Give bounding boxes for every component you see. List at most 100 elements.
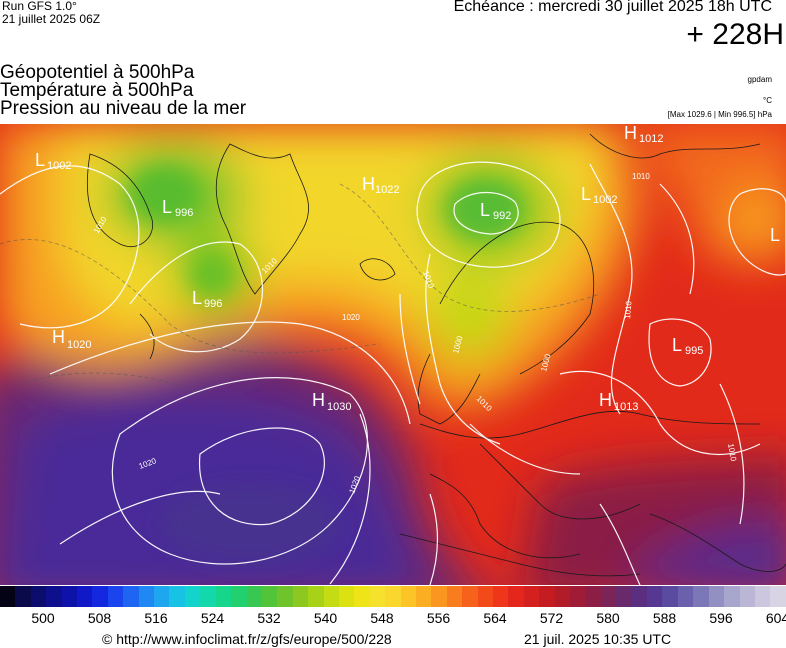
pressure-center-value: 992 bbox=[493, 210, 511, 222]
color-scale-ticks: 500 508 516 524 532 540 548 556 564 572 580 588 596 6… bbox=[0, 610, 786, 626]
color-scale-swatch bbox=[739, 586, 755, 607]
color-scale-swatch bbox=[693, 586, 709, 607]
color-scale-tick: 540 bbox=[313, 610, 338, 626]
color-scale-swatch bbox=[631, 586, 648, 607]
color-scale-swatch bbox=[677, 586, 694, 607]
color-scale-swatch bbox=[169, 586, 185, 607]
weather-map[interactable]: L 1002 L 996 L 996 H 1022 L 992 L 1002 H… bbox=[0, 124, 786, 585]
forecast-valid-time: Echéance : mercredi 30 juillet 2025 18h … bbox=[453, 0, 772, 15]
isobars bbox=[0, 161, 786, 585]
color-scale-tick: 500 bbox=[31, 610, 55, 626]
color-scale-swatch bbox=[123, 586, 139, 607]
pressure-center-value: 995 bbox=[685, 345, 703, 357]
color-scale-tick: 516 bbox=[144, 610, 168, 626]
color-scale-swatch bbox=[354, 586, 370, 607]
issued-time: 21 juil. 2025 10:35 UTC bbox=[524, 631, 672, 647]
pressure-center-value: 996 bbox=[175, 207, 193, 219]
isobar-label: 1010 bbox=[632, 172, 650, 181]
color-scale-swatch bbox=[724, 586, 740, 607]
run-date: 21 juillet 2025 06Z bbox=[2, 12, 101, 26]
color-scale-tick: 580 bbox=[596, 610, 620, 626]
pressure-center-value: 1020 bbox=[67, 339, 91, 351]
color-scale-swatch bbox=[30, 586, 47, 607]
color-scale-swatch bbox=[400, 586, 416, 607]
pressure-center-value: 1013 bbox=[614, 401, 638, 413]
color-scale-swatch bbox=[231, 586, 247, 607]
color-scale-swatch bbox=[477, 586, 493, 607]
color-scale-tick: 548 bbox=[370, 610, 394, 626]
color-scale-swatch bbox=[708, 586, 725, 607]
copyright-link[interactable]: © http://www.infoclimat.fr/z/gfs/europe/… bbox=[102, 631, 392, 647]
color-scale-swatch bbox=[308, 586, 324, 607]
color-scale-swatch bbox=[508, 586, 524, 607]
color-scale-swatch bbox=[77, 586, 93, 607]
unit-celsius: °C bbox=[763, 96, 772, 105]
color-scale-swatch bbox=[261, 586, 278, 607]
pressure-center-type: L bbox=[192, 288, 202, 308]
color-scale-swatch bbox=[431, 586, 447, 607]
color-scale-tick: 524 bbox=[200, 610, 225, 626]
color-scale-swatch bbox=[292, 586, 309, 607]
color-scale-swatch bbox=[600, 586, 617, 607]
isobar-label: 1010 bbox=[623, 300, 634, 319]
pressure-center-type: H bbox=[624, 124, 637, 143]
pressure-center-type: H bbox=[362, 174, 375, 194]
forecast-horizon: + 228H bbox=[686, 18, 784, 51]
title-geopotential: Géopotentiel à 500hPa bbox=[0, 62, 195, 83]
temperature-contours bbox=[0, 183, 601, 395]
pressure-center-type: H bbox=[599, 390, 612, 410]
pressure-center-type: L bbox=[35, 150, 45, 170]
color-scale-tick: 508 bbox=[87, 610, 112, 626]
pressure-max-min: [Max 1029.6 | Min 996.5] hPa bbox=[667, 110, 772, 119]
color-scale-swatch bbox=[107, 586, 124, 607]
pressure-center-labels: L 1002 L 996 L 996 H 1022 L 992 L 1002 H… bbox=[35, 124, 780, 413]
color-scale-swatch bbox=[323, 586, 339, 607]
color-scale-tick: 532 bbox=[257, 610, 281, 626]
color-scale-tick: 556 bbox=[426, 610, 451, 626]
color-scale-bar bbox=[0, 586, 786, 607]
color-scale-swatch bbox=[462, 586, 478, 607]
title-pressure: Pression au niveau de la mer bbox=[0, 98, 247, 119]
color-scale-swatch bbox=[215, 586, 232, 607]
color-scale-swatch bbox=[385, 586, 401, 607]
pressure-center-type: L bbox=[480, 200, 490, 220]
pressure-center-type: L bbox=[672, 335, 682, 355]
color-scale-swatch bbox=[754, 586, 771, 607]
pressure-center-value: 996 bbox=[204, 298, 222, 310]
coastlines bbox=[86, 133, 786, 577]
color-scale-swatch bbox=[493, 586, 509, 607]
color-scale-swatch bbox=[662, 586, 678, 607]
pressure-center-value: 1002 bbox=[593, 194, 617, 206]
color-scale-swatch bbox=[338, 586, 355, 607]
color-scale-swatch bbox=[369, 586, 386, 607]
unit-gpdam: gpdam bbox=[747, 75, 772, 84]
title-temperature: Température à 500hPa bbox=[0, 80, 194, 101]
color-scale-swatch bbox=[523, 586, 540, 607]
color-scale-tick: 604 bbox=[765, 610, 786, 626]
color-scale-swatch bbox=[277, 586, 293, 607]
color-scale-swatch bbox=[246, 586, 262, 607]
run-model: Run GFS 1.0° bbox=[2, 0, 77, 13]
color-scale-swatch bbox=[616, 586, 632, 607]
color-scale-swatch bbox=[200, 586, 216, 607]
color-scale-swatch bbox=[184, 586, 201, 607]
pressure-center-value: 1030 bbox=[327, 401, 351, 413]
color-scale-swatch bbox=[0, 586, 16, 607]
color-scale-swatch bbox=[15, 586, 31, 607]
run-info: Run GFS 1.0° 21 juillet 2025 06Z bbox=[2, 0, 100, 26]
color-scale-tick: 596 bbox=[709, 610, 733, 626]
color-scale-swatch bbox=[61, 586, 78, 607]
color-scale-tick: 572 bbox=[539, 610, 564, 626]
color-scale-swatch bbox=[138, 586, 155, 607]
color-scale-swatch bbox=[770, 586, 786, 607]
pressure-center-type: H bbox=[312, 390, 325, 410]
color-scale-swatch bbox=[446, 586, 463, 607]
color-scale-tick: 588 bbox=[652, 610, 677, 626]
color-scale-swatch bbox=[585, 586, 601, 607]
color-scale-swatch bbox=[570, 586, 586, 607]
color-scale-swatch bbox=[92, 586, 108, 607]
color-scale-swatch bbox=[46, 586, 62, 607]
pressure-center-value: 1022 bbox=[375, 184, 399, 196]
pressure-center-value: 1012 bbox=[639, 133, 663, 145]
color-scale-swatch bbox=[539, 586, 555, 607]
